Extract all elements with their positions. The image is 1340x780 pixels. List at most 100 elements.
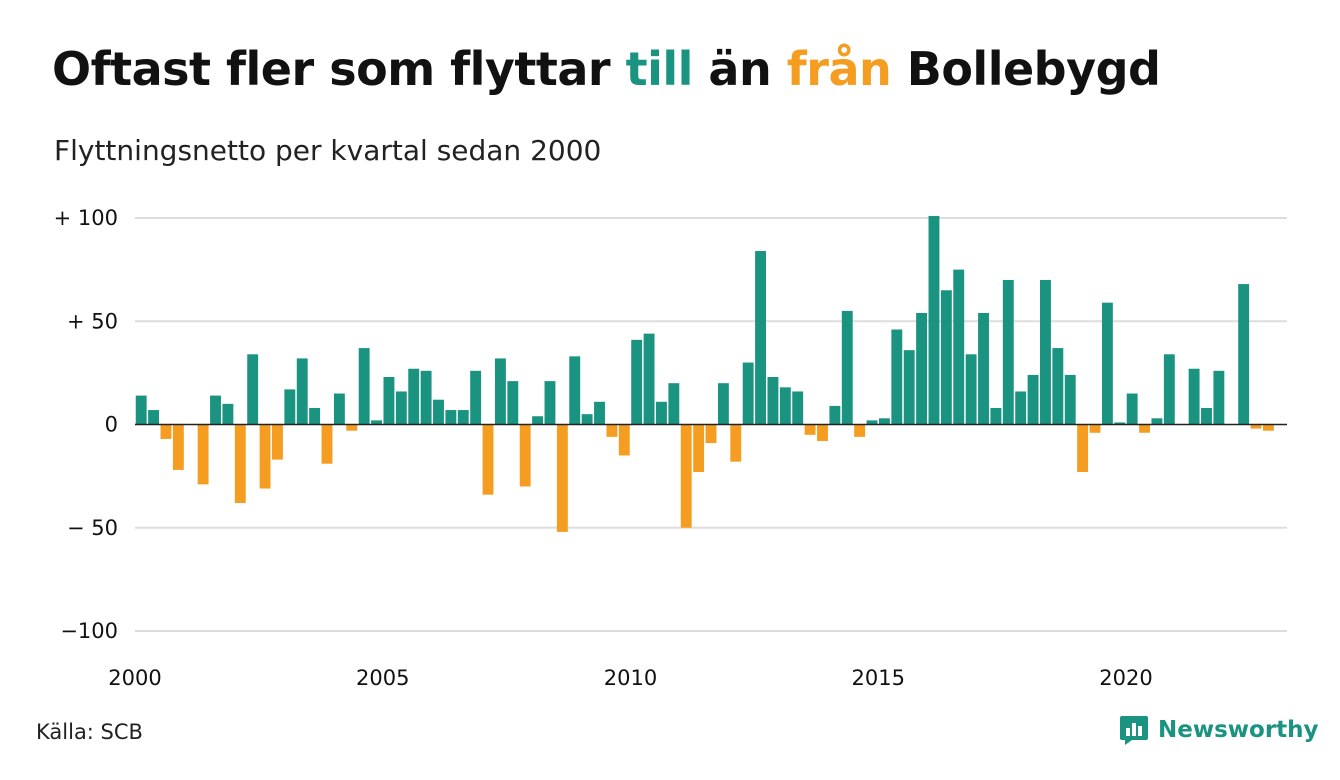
- bar: [160, 424, 172, 439]
- bar: [878, 418, 890, 425]
- bar: [940, 290, 952, 425]
- bar: [866, 420, 878, 425]
- bar: [990, 407, 1002, 425]
- bar: [618, 424, 630, 456]
- y-tick-label: 0: [105, 413, 118, 437]
- bar: [767, 377, 779, 425]
- bar: [916, 312, 928, 425]
- bar: [978, 312, 989, 425]
- bar: [693, 424, 705, 472]
- bar: [1201, 407, 1212, 425]
- bar: [581, 414, 593, 425]
- bar: [1101, 302, 1113, 425]
- bar: [494, 358, 506, 425]
- bar: [1188, 368, 1200, 425]
- gridlines: [135, 217, 1287, 632]
- bar: [333, 393, 345, 425]
- bar: [433, 399, 444, 425]
- source-label: Källa: SCB: [36, 720, 143, 744]
- bar: [656, 401, 667, 425]
- bar: [259, 424, 271, 489]
- bar: [395, 391, 407, 425]
- bar: [296, 358, 308, 425]
- bar: [792, 391, 804, 425]
- bar: [1052, 348, 1064, 425]
- bar: [854, 424, 866, 437]
- bar: [1027, 374, 1039, 425]
- x-tick-label: 2005: [356, 666, 409, 690]
- y-tick-label: + 50: [67, 309, 118, 333]
- newsworthy-chart-bubble-icon: [1120, 716, 1148, 745]
- bar: [507, 381, 519, 425]
- bar: [309, 407, 321, 425]
- chart-title: Oftast fler som flyttar till än från Bol…: [52, 42, 1161, 96]
- bar: [284, 389, 296, 425]
- bar: [705, 424, 717, 444]
- x-tick-label: 2015: [851, 666, 904, 690]
- bar: [445, 410, 457, 425]
- bar: [148, 410, 160, 425]
- bar: [903, 350, 915, 425]
- bar: [1262, 424, 1274, 431]
- bar: [383, 377, 395, 425]
- bar: [272, 424, 283, 460]
- bar: [891, 329, 903, 425]
- bar: [1015, 391, 1027, 425]
- bar: [1213, 370, 1225, 425]
- bar: [482, 424, 494, 495]
- bar: [408, 368, 420, 425]
- bar: [1114, 422, 1126, 425]
- bar-series: [135, 215, 1274, 532]
- brand-name: Newsworthy: [1158, 717, 1319, 743]
- bar: [457, 410, 469, 425]
- bar: [829, 405, 841, 425]
- bar: [1139, 424, 1150, 433]
- bar: [668, 383, 680, 425]
- bar: [1064, 374, 1076, 425]
- bar: [1238, 284, 1250, 425]
- bar: [247, 354, 259, 425]
- title-highlight-fran: från: [786, 42, 892, 96]
- bar: [965, 354, 977, 425]
- bar: [420, 370, 432, 425]
- bar: [358, 348, 370, 425]
- bar: [1163, 354, 1175, 425]
- bar: [234, 424, 246, 503]
- x-axis-tick-labels: 2000 2005 2010 2015 2020: [108, 666, 1152, 690]
- y-tick-label: − 50: [67, 516, 118, 540]
- title-part-2: än: [692, 42, 787, 96]
- x-tick-label: 2000: [108, 666, 161, 690]
- y-tick-label: −100: [60, 619, 118, 643]
- bar: [197, 424, 209, 485]
- bar: [1250, 424, 1262, 429]
- bar: [953, 269, 965, 425]
- bar: [519, 424, 531, 487]
- bar: [544, 381, 556, 425]
- bar: [1002, 279, 1014, 425]
- bar: [779, 387, 791, 425]
- x-tick-label: 2010: [604, 666, 657, 690]
- title-highlight-till: till: [625, 42, 694, 96]
- bar: [135, 395, 147, 425]
- bar: [742, 362, 754, 425]
- bar: [210, 395, 221, 425]
- x-tick-label: 2020: [1099, 666, 1152, 690]
- bar: [680, 424, 692, 528]
- bar: [532, 416, 544, 425]
- bar: [346, 424, 358, 431]
- bar: [594, 401, 605, 425]
- bar: [172, 424, 184, 470]
- bar: [1040, 279, 1051, 425]
- title-part-1: Oftast fler som flyttar: [52, 42, 626, 96]
- bar: [470, 370, 482, 425]
- bar: [928, 215, 940, 425]
- bar: [730, 424, 742, 462]
- bar: [1126, 393, 1138, 425]
- bar: [804, 424, 816, 435]
- bar: [321, 424, 333, 464]
- bar: [643, 333, 655, 425]
- newsworthy-logo[interactable]: Newsworthy: [1118, 714, 1319, 746]
- chart-subtitle: Flyttningsnetto per kvartal sedan 2000: [54, 134, 602, 167]
- bar: [631, 339, 643, 425]
